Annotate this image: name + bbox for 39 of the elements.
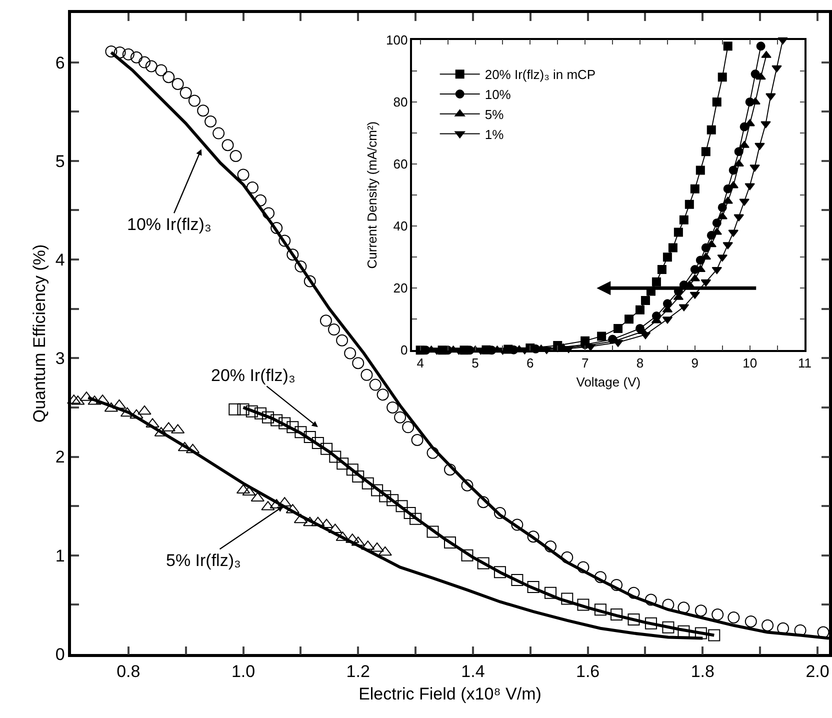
x-tick-label: 4 — [416, 356, 424, 371]
y-tick-label: 3 — [55, 349, 65, 368]
legend-label: 1% — [484, 126, 504, 142]
legend-label: 10% — [484, 87, 512, 102]
y-tick-label: 0 — [55, 644, 65, 664]
annotation: 20% Ir(flz)₃ — [211, 366, 296, 385]
x-tick-label: 2.0 — [806, 662, 830, 682]
x-tick-label: 6 — [526, 356, 534, 371]
y-axis-title: Quantum Efficiency (%) — [30, 244, 49, 423]
x-tick-label: 1.4 — [461, 662, 485, 682]
y-tick-label: 60 — [393, 156, 408, 172]
x-tick-label: 1.2 — [346, 662, 370, 682]
y-tick-label: 20 — [393, 280, 408, 296]
x-tick-label: 1.8 — [690, 662, 714, 682]
y-tick-label: 5 — [55, 152, 65, 171]
x-tick-label: 9 — [691, 356, 699, 371]
x-tick-label: 1.6 — [576, 662, 600, 682]
y-tick-label: 2 — [55, 448, 65, 467]
legend-label: 5% — [484, 106, 504, 122]
annotation: 5% Ir(flz)₃ — [166, 551, 241, 570]
y-axis-title: Current Density (mA/cm²) — [364, 121, 380, 269]
y-tick-label: 80 — [393, 94, 408, 110]
x-tick-label: 1.0 — [231, 662, 256, 682]
y-tick-label: 100 — [386, 32, 408, 48]
x-tick-label: 8 — [636, 356, 644, 371]
x-tick-label: 5 — [472, 356, 479, 371]
y-tick-label: 1 — [55, 546, 65, 566]
x-tick-label: 11 — [798, 356, 812, 371]
y-tick-label: 40 — [393, 218, 408, 234]
annotation: 10% Ir(flz)₃ — [127, 215, 212, 234]
legend-label: 20% Ir(flz)₃ in mCP — [484, 67, 596, 82]
x-tick-label: 10 — [742, 356, 758, 371]
y-tick-label: 4 — [55, 250, 65, 270]
x-axis-title: Electric Field (x10⁸ V/m) — [358, 684, 542, 704]
y-tick-label: 6 — [55, 53, 65, 72]
x-axis-title: Voltage (V) — [576, 374, 641, 390]
x-tick-label: 0.8 — [116, 662, 140, 682]
y-tick-label: 0 — [400, 342, 408, 358]
x-tick-label: 7 — [581, 356, 589, 371]
